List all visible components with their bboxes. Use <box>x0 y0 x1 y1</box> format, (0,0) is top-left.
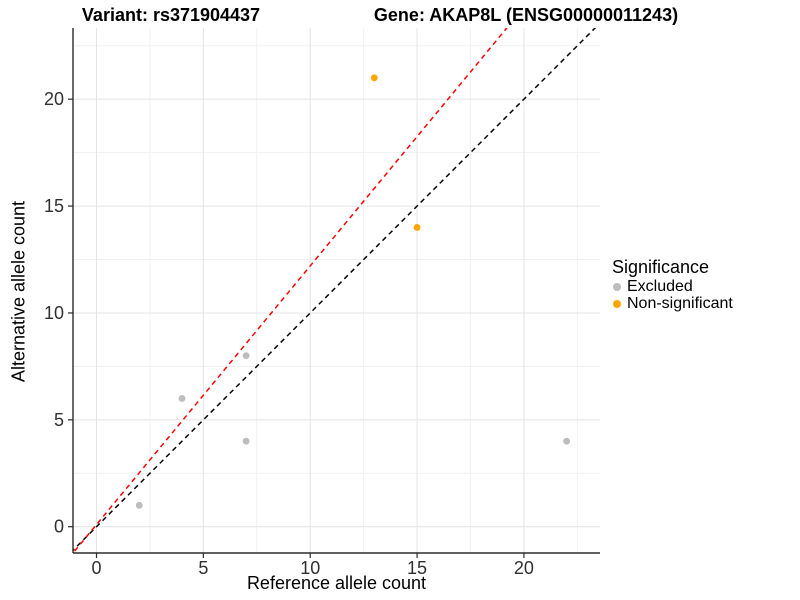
data-point-excluded <box>242 437 250 445</box>
legend-item-excluded: Excluded <box>612 278 733 295</box>
data-point-excluded <box>563 437 571 445</box>
x-tick-label: 0 <box>91 558 101 578</box>
y-tick-label: 20 <box>44 89 64 109</box>
data-point-non-significant <box>370 74 378 82</box>
legend-title: Significance <box>612 257 710 277</box>
y-tick-label: 5 <box>54 410 64 430</box>
x-tick-label: 20 <box>514 558 534 578</box>
non-significant-dot-icon <box>613 300 621 308</box>
x-axis-title: Reference allele count <box>246 573 427 593</box>
excluded-dot-icon <box>613 283 621 291</box>
y-tick-label: 15 <box>44 196 64 216</box>
x-tick-label: 15 <box>407 558 427 578</box>
variant-title: Variant: rs371904437 <box>81 4 261 25</box>
legend-item-non-significant: Non-significant <box>612 295 733 312</box>
y-axis-title: Alternative allele count <box>8 200 29 383</box>
y-tick-label: 0 <box>54 517 64 537</box>
data-point-excluded <box>178 395 186 402</box>
data-point-excluded <box>135 501 143 509</box>
gene-title: Gene: AKAP8L (ENSG00000011243) <box>373 4 679 25</box>
x-tick-label: 10 <box>300 558 320 578</box>
data-point-non-significant <box>413 224 421 231</box>
legend-item-label: Non-significant <box>627 295 733 312</box>
identity-line <box>73 28 597 552</box>
legend-item-label: Excluded <box>627 278 693 295</box>
legend: Significance Excluded Non-significant <box>612 256 733 312</box>
y-tick-label: 10 <box>44 303 64 323</box>
data-point-excluded <box>242 352 250 360</box>
x-tick-label: 5 <box>198 558 208 578</box>
